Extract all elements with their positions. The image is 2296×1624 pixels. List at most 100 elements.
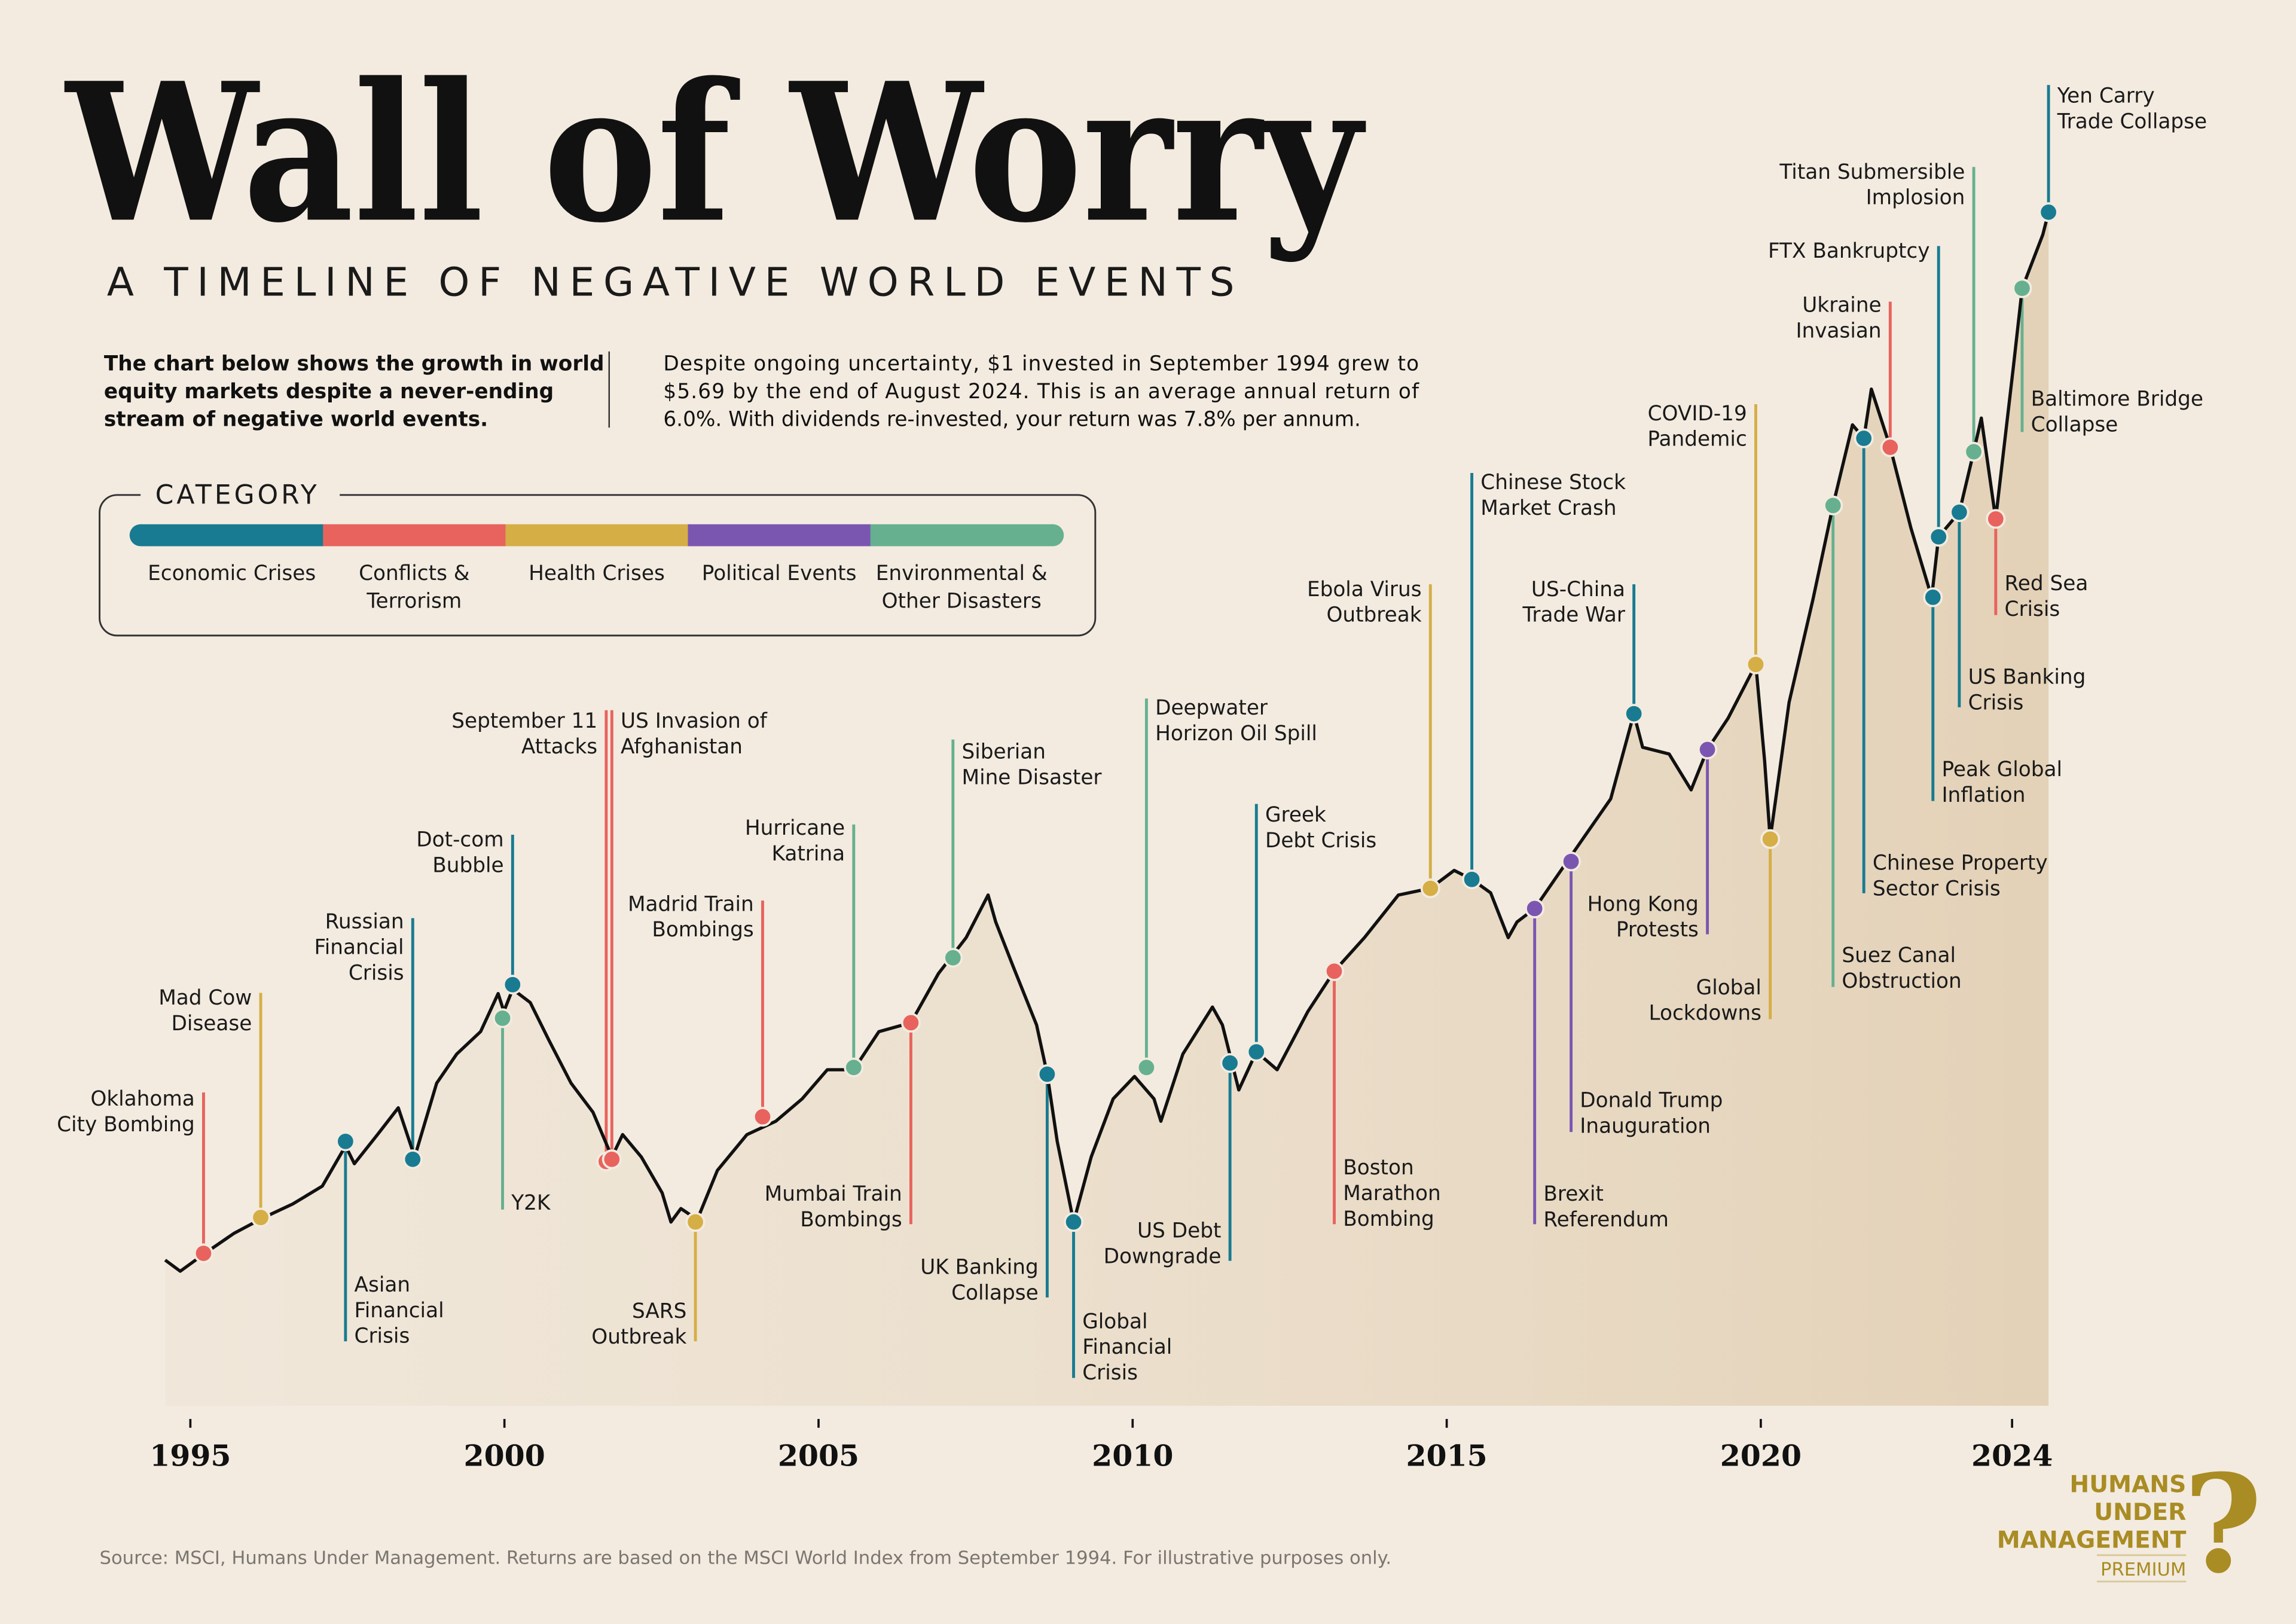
event-label: US Invasion of (621, 709, 768, 733)
event-label: Global (1696, 976, 1761, 1000)
event-label: Hurricane (745, 816, 845, 840)
event-label: Hong Kong (1587, 892, 1699, 916)
event-dot (1986, 509, 2006, 529)
legend-label-health: Health Crises (529, 561, 665, 585)
logo: HUMANS UNDER MANAGEMENT PREMIUM ? (1997, 1445, 2263, 1604)
x-tick-label: 2000 (464, 1438, 545, 1473)
event-dot (193, 1243, 213, 1263)
event-label: Collapse (951, 1281, 1039, 1305)
logo-line: UNDER (2094, 1499, 2186, 1526)
page-title: Wall of Worry (63, 41, 1367, 265)
logo-line: HUMANS (2069, 1472, 2186, 1498)
event-label: Crisis (1082, 1361, 1138, 1385)
legend-title: CATEGORY (155, 480, 320, 510)
event-dot (1246, 1042, 1266, 1062)
legend-label-conflict: Conflicts & (359, 561, 469, 585)
event-label: Chinese Property (1873, 851, 2048, 875)
event-label: Sector Crisis (1873, 877, 2001, 901)
event-label: Peak Global (1941, 758, 2062, 782)
legend-label-political: Political Events (702, 561, 857, 585)
event-label: US Banking (1968, 666, 2086, 689)
event-label: Lockdowns (1649, 1002, 1761, 1025)
event-dot (602, 1149, 622, 1170)
event-label: Crisis (355, 1324, 410, 1348)
x-tick-label: 2020 (1720, 1438, 1802, 1473)
event-label: Inauguration (1580, 1114, 1711, 1138)
category-legend: CATEGORY Economic Crises Conflicts & Terro… (99, 480, 1097, 637)
intro-right-line: 6.0%. With dividends re-invested, your r… (663, 408, 1360, 432)
event-dot (1136, 1057, 1156, 1077)
event-label: Obstruction (1842, 969, 1961, 993)
event-label: Oklahoma (90, 1087, 194, 1111)
event-dot (1624, 704, 1644, 724)
event-dot (2012, 278, 2032, 298)
event-label: Outbreak (1326, 603, 1421, 627)
event-label: Red Sea (2005, 572, 2089, 596)
legend-label-environmental: Environmental & (876, 561, 1048, 585)
legend-swatch-economic (141, 524, 324, 547)
event-label: Invasian (1796, 319, 1881, 343)
event-label: Bombings (652, 918, 753, 942)
event-dot (1037, 1064, 1057, 1085)
event-label: Brexit (1543, 1182, 1604, 1206)
event-label: Collapse (2031, 413, 2118, 436)
event-label: Trade Collapse (2057, 109, 2207, 133)
event-dot (685, 1212, 706, 1232)
event-label: Financial (1082, 1335, 1172, 1359)
event-label: Trade War (1522, 603, 1625, 627)
event-label: Implosion (1866, 186, 1965, 210)
event-label: Dot-com (416, 828, 503, 852)
event-dot (1923, 587, 1943, 608)
event-dot (1854, 428, 1874, 448)
event-dot (943, 948, 963, 968)
event-label: Attacks (521, 735, 597, 759)
legend-title-bg (141, 480, 340, 510)
event-dot (1324, 961, 1345, 981)
intro-left-line: The chart below shows the growth in worl… (104, 352, 604, 376)
legend-label-economic: Economic Crises (148, 561, 316, 585)
event-label: Protests (1616, 918, 1699, 942)
event-label: US Debt (1137, 1219, 1221, 1243)
event-label: Afghanistan (621, 735, 743, 759)
event-label: City Bombing (57, 1113, 195, 1137)
event-label: Financial (355, 1299, 444, 1323)
growth-line (164, 212, 2050, 1273)
event-label: Disease (172, 1012, 252, 1036)
event-dot (492, 1008, 513, 1028)
event-label: Titan Submersible (1779, 160, 1965, 184)
legend-label-environmental: Other Disasters (882, 589, 1042, 613)
event-dot (1420, 878, 1440, 899)
event-dot (402, 1149, 423, 1170)
event-label: Deepwater (1155, 696, 1268, 720)
event-dot (1928, 527, 1949, 547)
event-dot (1063, 1212, 1084, 1232)
event-label: FTX Bankruptcy (1768, 239, 1930, 263)
event-label: Y2K (511, 1191, 551, 1215)
event-label: COVID-19 (1648, 402, 1747, 426)
event-dot (251, 1207, 271, 1228)
event-dot (1964, 441, 1984, 462)
event-label: Bombings (800, 1208, 902, 1232)
event-dot (2038, 202, 2059, 222)
intro-right-line: $5.69 by the end of August 2024. This is… (663, 380, 1419, 404)
event-dot (1525, 898, 1545, 918)
event-label: Suez Canal (1842, 944, 1956, 967)
event-dot (1462, 869, 1482, 890)
event-label: Bombing (1343, 1207, 1434, 1231)
intro-left: The chart below shows the growth in worl… (104, 352, 604, 432)
event-label: Boston (1343, 1156, 1413, 1180)
event-label: Baltimore Bridge (2031, 387, 2203, 411)
event-label: Donald Trump (1580, 1088, 1723, 1112)
x-tick-label: 2024 (1971, 1438, 2053, 1473)
legend-frame (99, 494, 1097, 637)
event-label: Global (1082, 1309, 1147, 1333)
event-dot (752, 1107, 773, 1127)
event-label: Outbreak (591, 1325, 686, 1349)
growth-area (165, 212, 2049, 1406)
x-tick-label: 2015 (1406, 1438, 1487, 1473)
event-label: Horizon Oil Spill (1155, 722, 1317, 746)
legend-swatch-political (688, 524, 871, 547)
event-label: Katrina (771, 842, 845, 866)
legend-label-conflict: Terrorism (366, 589, 462, 613)
